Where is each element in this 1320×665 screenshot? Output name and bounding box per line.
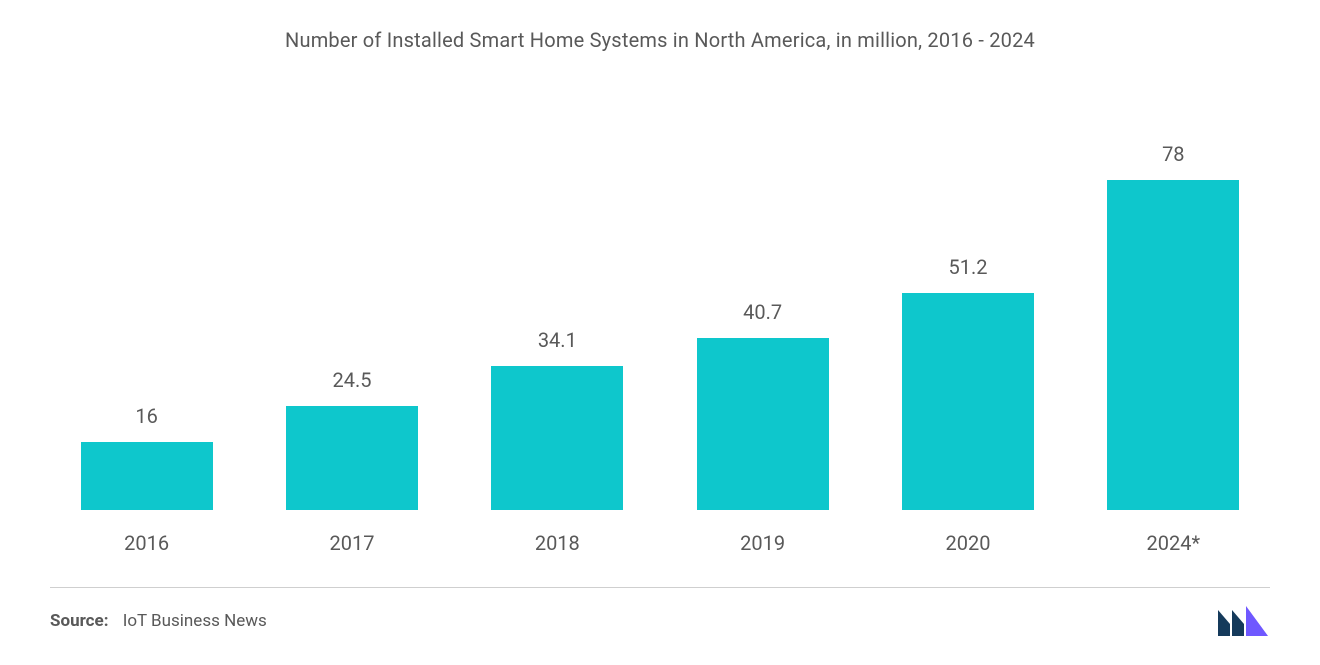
chart-container: Number of Installed Smart Home Systems i… bbox=[0, 0, 1320, 665]
bar-value-label: 51.2 bbox=[948, 255, 987, 279]
brand-logo-icon bbox=[1216, 604, 1270, 638]
chart-footer: Source: IoT Business News bbox=[50, 587, 1270, 647]
chart-title: Number of Installed Smart Home Systems i… bbox=[0, 0, 1320, 62]
bar-rect bbox=[491, 366, 623, 510]
bar-slot: 24.5 bbox=[249, 90, 454, 510]
x-tick-label: 2024* bbox=[1071, 531, 1276, 555]
x-tick-label: 2017 bbox=[249, 531, 454, 555]
bar-value-label: 24.5 bbox=[332, 368, 371, 392]
bar-slot: 78 bbox=[1071, 90, 1276, 510]
x-tick-label: 2019 bbox=[660, 531, 865, 555]
source-text: IoT Business News bbox=[123, 611, 267, 631]
x-axis: 2016 2017 2018 2019 2020 2024* bbox=[44, 531, 1276, 555]
bar-value-label: 78 bbox=[1162, 142, 1184, 166]
plot-area: 16 24.5 34.1 40.7 51.2 78 bbox=[44, 90, 1276, 510]
bar-value-label: 34.1 bbox=[538, 328, 577, 352]
bar-rect bbox=[1107, 180, 1239, 510]
x-tick-label: 2016 bbox=[44, 531, 249, 555]
bar-rect bbox=[81, 442, 213, 510]
bar-slot: 16 bbox=[44, 90, 249, 510]
bar-rect bbox=[286, 406, 418, 510]
source-line: Source: IoT Business News bbox=[50, 611, 267, 631]
x-tick-label: 2018 bbox=[455, 531, 660, 555]
bar-value-label: 40.7 bbox=[743, 300, 782, 324]
bar-slot: 51.2 bbox=[865, 90, 1070, 510]
bar-value-label: 16 bbox=[135, 404, 157, 428]
x-tick-label: 2020 bbox=[865, 531, 1070, 555]
bar-slot: 40.7 bbox=[660, 90, 865, 510]
bar-rect bbox=[697, 338, 829, 510]
bar-slot: 34.1 bbox=[455, 90, 660, 510]
bar-rect bbox=[902, 293, 1034, 510]
source-label: Source: bbox=[50, 611, 108, 631]
